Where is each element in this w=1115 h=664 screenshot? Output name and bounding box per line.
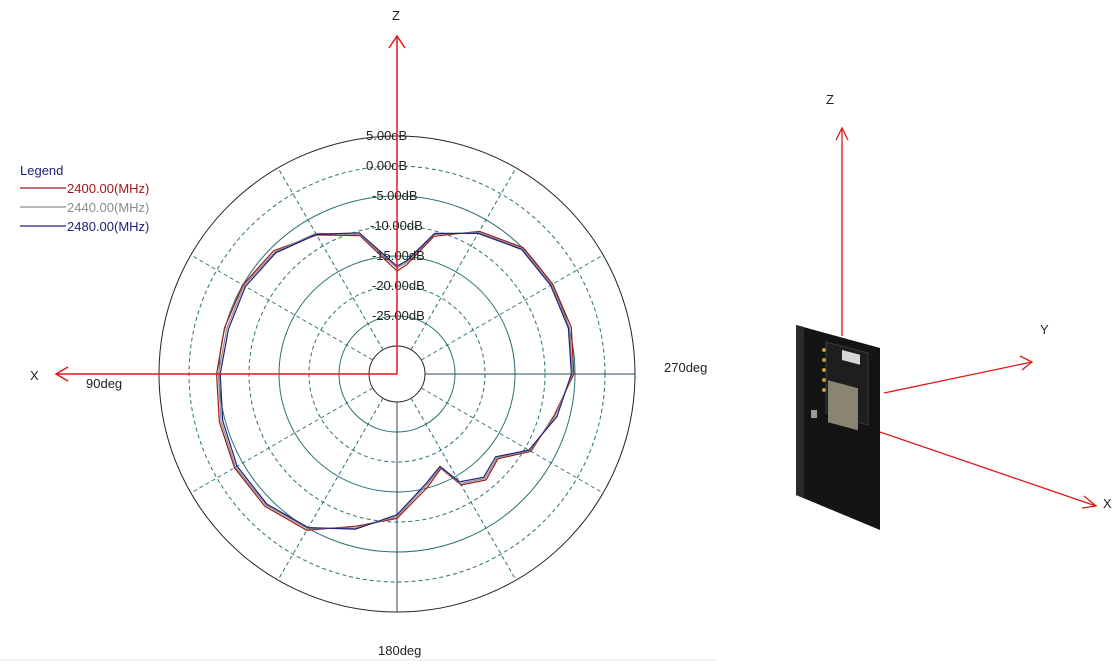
radial-tick-labels: 5.00dB0.00dB-5.00dB-10.00dB-15.00dB-20.0… [366, 128, 425, 323]
red-axes: ZX [30, 8, 406, 383]
grid-radial-line [190, 254, 374, 361]
grid-radial-line [420, 254, 604, 361]
board-x-label: X [1103, 496, 1112, 511]
module-board-image [796, 325, 880, 530]
series-line-2 [219, 232, 573, 530]
legend-title: Legend [20, 163, 63, 178]
board-x-axis-line [879, 431, 1097, 507]
series-line-0 [215, 230, 575, 531]
board-axes: Z Y X [826, 92, 1112, 511]
legend-entry-0: 2400.00(MHz) [67, 181, 149, 196]
x-axis-label: X [30, 368, 39, 383]
z-axis-label: Z [392, 8, 400, 23]
legend-entry-1: 2440.00(MHz) [67, 200, 149, 215]
grid-radial-line [190, 387, 374, 494]
board-x-arrowhead [1081, 495, 1098, 509]
board-y-arrowhead [1019, 355, 1034, 371]
grid-radial-line [420, 387, 604, 494]
radial-tick-label: -15.00dB [372, 248, 425, 263]
board-z-arrowhead [835, 126, 849, 141]
board-y-axis-line [883, 361, 1033, 394]
series-layer [215, 230, 575, 531]
angle-label-270: 270deg [664, 360, 707, 375]
board-pads [822, 348, 826, 352]
angle-label-180: 180deg [378, 643, 421, 658]
radial-tick-label: 0.00dB [366, 158, 407, 173]
radial-tick-label: -5.00dB [372, 188, 418, 203]
radial-tick-label: -25.00dB [372, 308, 425, 323]
grid-radial-line [277, 167, 384, 351]
module-connector [842, 349, 860, 365]
module-chip [828, 380, 858, 431]
radial-tick-label: -20.00dB [372, 278, 425, 293]
module-orientation-figure: Z Y X [796, 92, 1112, 530]
series-line-1 [217, 231, 574, 530]
polar-radiation-chart: 5.00dB0.00dB-5.00dB-10.00dB-15.00dB-20.0… [0, 8, 716, 661]
legend-entry-2: 2480.00(MHz) [67, 219, 149, 234]
board-y-label: Y [1040, 322, 1049, 337]
angle-labels: 90deg 180deg 270deg [0, 360, 716, 661]
grid-radial-line [277, 397, 384, 581]
grid-radial-line [410, 397, 517, 581]
angle-label-90: 90deg [86, 376, 122, 391]
grid-radial-line [410, 167, 517, 351]
small-component [811, 410, 817, 418]
pcb-board-dark-face [796, 325, 804, 498]
radial-tick-label: 5.00dB [366, 128, 407, 143]
legend: Legend 2400.00(MHz) 2440.00(MHz) 2480.00(MH… [20, 163, 149, 234]
x-axis-arrowhead [54, 366, 69, 382]
z-axis-arrowhead [388, 34, 406, 49]
board-z-label: Z [826, 92, 834, 107]
